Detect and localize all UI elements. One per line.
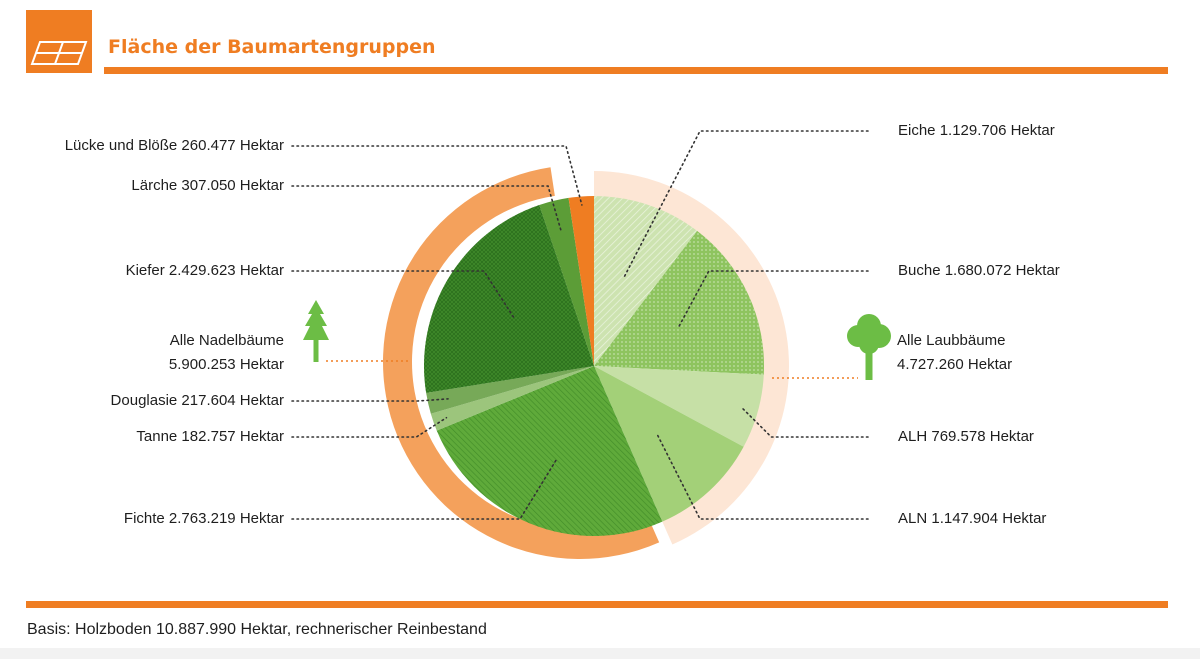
pie-slice-alh bbox=[594, 366, 764, 447]
group-label-laubbaeume: Alle Laubbäume 4.727.260 Hektar bbox=[897, 332, 1012, 373]
bottom-strip bbox=[0, 648, 1200, 659]
leader-alh bbox=[740, 406, 869, 438]
leader-luecke-und-bloesse bbox=[291, 145, 583, 206]
leader-tanne bbox=[291, 416, 448, 438]
slice-label-eiche: Eiche 1.129.706 Hektar bbox=[898, 122, 1055, 139]
leader-fichte bbox=[291, 459, 557, 520]
pie-slice-buche bbox=[594, 230, 764, 375]
slice-label-luecke-und-bloesse: Lücke und Blöße 260.477 Hektar bbox=[65, 137, 284, 154]
pie-slice-kiefer bbox=[424, 205, 594, 393]
leader-aln bbox=[656, 433, 869, 520]
pie-slice-fichte bbox=[436, 366, 663, 536]
slice-label-tanne: Tanne 182.757 Hektar bbox=[136, 428, 284, 445]
title-rule bbox=[104, 67, 1168, 74]
slice-label-douglasie: Douglasie 217.604 Hektar bbox=[111, 392, 284, 409]
pie-slice-eiche bbox=[594, 196, 698, 366]
slice-label-fichte: Fichte 2.763.219 Hektar bbox=[124, 510, 284, 527]
pie-slice-laerche bbox=[539, 197, 594, 366]
leader-eiche bbox=[623, 130, 869, 279]
forest-plot-icon bbox=[26, 10, 92, 73]
slice-label-kiefer: Kiefer 2.429.623 Hektar bbox=[126, 262, 284, 279]
leader-buche bbox=[678, 270, 869, 328]
slice-label-alh: ALH 769.578 Hektar bbox=[898, 428, 1034, 445]
leader-kiefer bbox=[291, 270, 515, 319]
slice-label-aln: ALN 1.147.904 Hektar bbox=[898, 510, 1046, 527]
slice-label-buche: Buche 1.680.072 Hektar bbox=[898, 262, 1060, 279]
conifer-tree-icon bbox=[303, 300, 329, 362]
group-label-nadelbaeume: Alle Nadelbäume 5.900.253 Hektar bbox=[169, 332, 284, 373]
leader-laerche bbox=[291, 185, 562, 232]
deciduous-tree-icon bbox=[847, 314, 891, 380]
slice-label-laerche: Lärche 307.050 Hektar bbox=[131, 177, 284, 194]
pie-slice-luecke-und-bloesse bbox=[568, 196, 594, 366]
pie-slice-tanne bbox=[430, 366, 594, 431]
pie-slice-douglasie bbox=[426, 366, 594, 414]
footer-rule bbox=[26, 601, 1168, 608]
pie-chart: Eiche 1.129.706 Hektar Buche 1.680.072 He… bbox=[65, 122, 1060, 560]
pie-slice-aln bbox=[594, 366, 744, 522]
leader-douglasie bbox=[291, 398, 449, 402]
chart-title: Fläche der Baumartengruppen bbox=[108, 36, 436, 58]
footnote: Basis: Holzboden 10.887.990 Hektar, rech… bbox=[27, 621, 487, 638]
